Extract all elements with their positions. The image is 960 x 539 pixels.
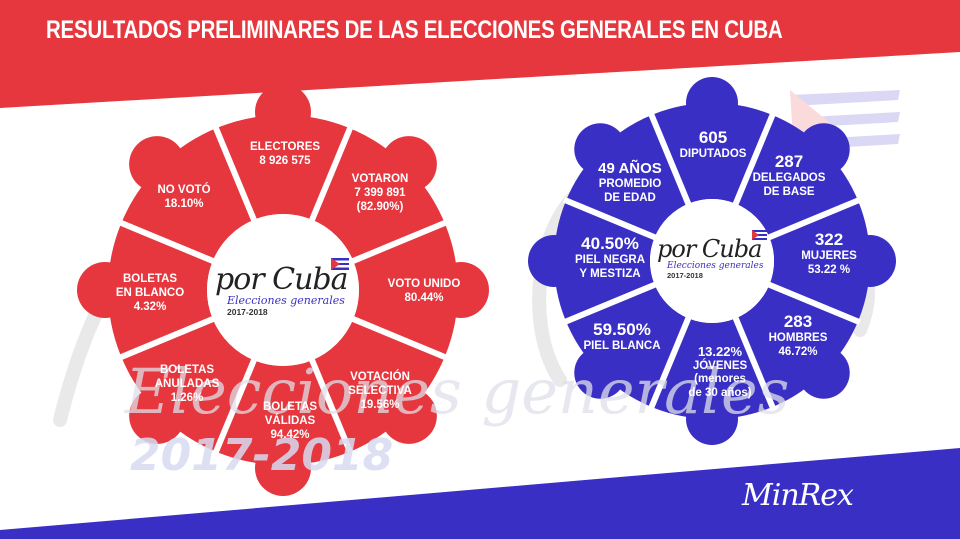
blue-wheel-divider-1 <box>732 112 777 207</box>
red-wheel-divider-0 <box>212 125 258 223</box>
flag-icon <box>752 230 767 240</box>
blue-center-logo: por Cuba Elecciones generales 2017-2018 <box>657 235 787 280</box>
logo-years: 2017-2018 <box>227 307 268 317</box>
logo-brand: por Cuba <box>657 235 762 263</box>
red-wheel-divider-3 <box>350 315 448 361</box>
blue-segment-diputados: 605 DIPUTADOS <box>679 128 747 161</box>
red-wheel-divider-2 <box>350 219 448 265</box>
blue-segment-piel-blanca: 59.50% PIEL BLANCA <box>583 320 661 353</box>
red-wheel-divider-7 <box>118 219 216 265</box>
logo-subtitle: Elecciones generales <box>667 261 764 271</box>
red-segment-boletas-anuladas: BOLETAS ANULADAS 1.26% <box>154 364 220 404</box>
blue-segment-edad: 49 AÑOS PROMEDIO DE EDAD <box>598 160 662 204</box>
logo-brand: por Cuba <box>215 262 349 297</box>
minrex-logo: MinRex <box>742 478 854 513</box>
red-center-logo: por Cuba Elecciones generales 2017-2018 <box>215 262 355 317</box>
page-title: RESULTADOS PRELIMINARES DE LAS ELECCIONE… <box>46 16 783 44</box>
blue-wheel <box>528 77 896 445</box>
watermark-subtitle: Elecciones generales <box>125 355 790 428</box>
logo-subtitle: Elecciones generales <box>227 294 345 307</box>
blue-wheel-ring <box>554 103 870 419</box>
red-wheel-divider-6 <box>118 315 216 361</box>
blue-wheel-divider-3 <box>766 281 861 326</box>
blue-wheel-divider-2 <box>766 196 861 241</box>
blue-segment-hombres: 283 HOMBRES 46.72% <box>768 312 828 359</box>
red-wheel-center <box>207 214 359 366</box>
red-segment-votaron: VOTARON 7 399 891 (82.90%) <box>351 173 409 213</box>
blue-wheel-divider-4 <box>732 315 777 410</box>
red-wheel-divider-5 <box>212 357 258 455</box>
red-segment-boletas-en-blanco: BOLETAS EN BLANCO 4.32% <box>115 273 185 313</box>
blue-segment-mujeres: 322 MUJERES 53.22 % <box>801 230 857 277</box>
red-segment-electores: ELECTORES 8 926 575 <box>249 141 321 167</box>
blue-segment-jovenes: 13.22% JÓVENES (menores de 30 años) <box>688 344 752 400</box>
red-segment-no-voto: NO VOTÓ 18.10% <box>157 184 211 210</box>
blue-segment-delegados: 287 DELEGADOS DE BASE <box>752 152 826 199</box>
footer-banner <box>0 448 960 539</box>
red-wheel-divider-4 <box>308 357 354 455</box>
blue-wheel-divider-6 <box>563 281 658 326</box>
watermark-years: 2017-2018 <box>130 430 394 481</box>
red-segment-voto-unido: VOTO UNIDO 80.44% <box>387 278 461 304</box>
red-segment-votacion-selectiva: VOTACIÓN SELECTIVA 19.56% <box>348 371 412 411</box>
red-wheel-divider-1 <box>308 125 354 223</box>
header-banner <box>0 0 960 108</box>
red-wheel <box>77 84 489 496</box>
flag-icon <box>331 258 349 270</box>
logo-years: 2017-2018 <box>667 271 703 280</box>
blue-wheel-divider-7 <box>563 196 658 241</box>
blue-wheel-divider-0 <box>647 112 692 207</box>
blue-wheel-divider-5 <box>647 315 692 410</box>
red-wheel-ring <box>108 115 458 465</box>
blue-segment-piel-negra: 40.50% PIEL NEGRA Y MESTIZA <box>574 234 646 281</box>
red-segment-boletas-validas: BOLETAS VÁLIDAS 94.42% <box>262 401 318 441</box>
blue-wheel-center <box>650 199 774 323</box>
